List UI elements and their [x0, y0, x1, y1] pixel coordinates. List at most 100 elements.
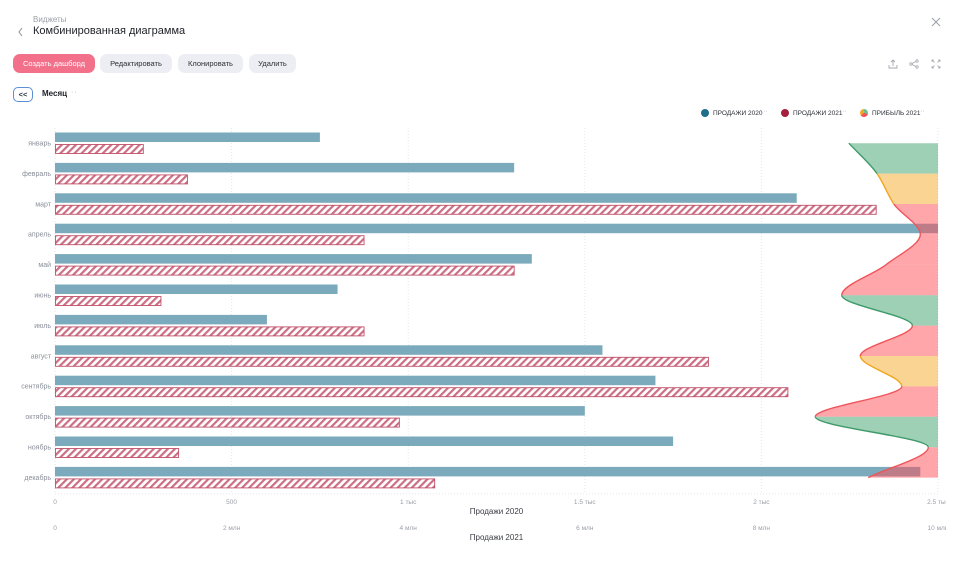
collapse-button[interactable]: << — [13, 87, 33, 102]
profit-area-segment[interactable] — [841, 264, 938, 296]
profit-area-segment[interactable] — [815, 416, 938, 448]
profit-curve-segment — [859, 325, 914, 357]
close-button[interactable] — [930, 15, 942, 27]
close-icon — [931, 17, 941, 27]
bar-sales-2020[interactable] — [55, 375, 656, 386]
category-label: сентябрь — [21, 383, 51, 391]
bar-sales-2020[interactable] — [55, 345, 603, 355]
profit-area-segment[interactable] — [860, 325, 938, 356]
bar-sales-2020[interactable] — [55, 132, 320, 143]
profit-area-segment[interactable] — [868, 447, 938, 478]
category-label: ноябрь — [28, 444, 51, 452]
axis-labels: январь февраль март апрель май июнь июль август… — [21, 141, 946, 543]
tick-label: 8 млн — [753, 525, 771, 532]
bar-sales-2021[interactable] — [55, 204, 877, 215]
bar-sales-2021[interactable] — [55, 296, 162, 306]
profit-area-segment[interactable] — [841, 295, 938, 326]
bar-sales-2020[interactable] — [55, 406, 585, 416]
share-button[interactable] — [908, 57, 920, 69]
bar-sales-2020[interactable] — [55, 162, 515, 173]
legend-label: ПРИБЫЛЬ 2021 — [872, 109, 921, 117]
back-button[interactable] — [16, 25, 26, 39]
bar-sales-2021[interactable] — [55, 144, 144, 154]
legend-more-button[interactable]: ·· — [920, 108, 925, 115]
profit-area-segment[interactable] — [815, 386, 938, 417]
legend-label: ПРОДАЖИ 2020 — [713, 109, 763, 117]
bar-sales-2021[interactable] — [55, 387, 789, 398]
category-label: февраль — [22, 171, 51, 178]
legend-dot-icon — [860, 109, 868, 117]
bar-sales-2021[interactable] — [55, 326, 365, 337]
category-label: март — [35, 201, 51, 208]
dimension-label[interactable]: Месяц — [42, 89, 68, 98]
profit-curve-segment — [867, 446, 929, 479]
category-label: август — [31, 353, 52, 360]
axis-title: Продажи 2021 — [470, 533, 524, 542]
bar-sales-2021[interactable] — [55, 478, 436, 489]
profit-curve-segment — [876, 173, 895, 205]
export-button[interactable] — [887, 57, 899, 69]
profit-curve — [814, 142, 929, 479]
legend-more-button[interactable]: ·· — [842, 108, 847, 115]
bar-sales-2021[interactable] — [55, 265, 515, 276]
bar-sales-2020[interactable] — [55, 223, 938, 234]
breadcrumb[interactable]: Виджеты — [33, 15, 67, 24]
profit-curve-segment — [841, 294, 914, 326]
create-dashboard-button[interactable]: Создать дашборд — [13, 54, 95, 73]
profit-area-segment[interactable] — [893, 204, 938, 235]
clone-button[interactable]: Клонировать — [178, 54, 243, 73]
bar-sales-2020[interactable] — [55, 193, 797, 203]
tick-label: 6 млн — [576, 525, 594, 532]
tick-label: 500 — [226, 499, 237, 506]
tick-label: 0 — [53, 525, 57, 532]
tick-label: 2.5 тыс — [927, 499, 946, 506]
legend-dot-icon — [781, 109, 789, 117]
bars — [55, 132, 938, 489]
legend-label: ПРОДАЖИ 2021 — [793, 109, 843, 117]
profit-area — [815, 143, 938, 478]
bar-sales-2021[interactable] — [55, 174, 188, 185]
profit-curve-segment — [814, 386, 903, 418]
category-label: июль — [34, 323, 51, 330]
bar-sales-2020[interactable] — [55, 284, 338, 295]
fullscreen-icon — [931, 59, 941, 69]
share-icon — [909, 59, 919, 69]
edit-button[interactable]: Редактировать — [100, 54, 172, 73]
bar-sales-2021[interactable] — [55, 235, 365, 246]
tick-label: 2 тыс — [753, 499, 770, 506]
legend-item-sales-2021[interactable]: ПРОДАЖИ 2021 — [781, 108, 842, 118]
profit-curve-segment — [885, 234, 922, 266]
profit-area-segment[interactable] — [848, 143, 938, 174]
bar-sales-2020[interactable] — [55, 436, 674, 447]
bar-sales-2021[interactable] — [55, 448, 180, 458]
profit-curve-segment — [848, 142, 878, 174]
tick-label: 2 млн — [223, 525, 241, 532]
bar-sales-2020[interactable] — [55, 254, 532, 264]
legend-more-button[interactable]: ·· — [763, 108, 768, 115]
category-label: октябрь — [25, 413, 51, 421]
grid — [54, 128, 939, 495]
category-label: июнь — [34, 293, 51, 300]
bar-sales-2021[interactable] — [55, 356, 709, 367]
delete-button[interactable]: Удалить — [249, 54, 296, 73]
tick-label: 0 — [53, 499, 57, 506]
chevron-left-icon — [18, 27, 23, 37]
category-label: декабрь — [24, 474, 51, 482]
fullscreen-button[interactable] — [930, 57, 942, 69]
category-label: апрель — [28, 232, 51, 239]
bar-sales-2020[interactable] — [55, 314, 267, 325]
profit-area-segment[interactable] — [877, 173, 938, 204]
legend-item-profit-2021[interactable]: ПРИБЫЛЬ 2021 — [860, 108, 921, 118]
dimension-more-button[interactable]: ·· — [71, 89, 78, 96]
tick-label: 10 млн — [928, 525, 946, 532]
profit-curve-segment — [893, 203, 922, 235]
export-icon — [888, 59, 898, 69]
bar-sales-2021[interactable] — [55, 417, 400, 428]
profit-area-segment[interactable] — [860, 356, 938, 387]
profit-curve-segment — [841, 264, 887, 296]
category-label: январь — [28, 141, 51, 148]
bar-sales-2020[interactable] — [55, 466, 921, 477]
profit-curve-segment — [814, 416, 929, 448]
legend-item-sales-2020[interactable]: ПРОДАЖИ 2020 — [701, 108, 762, 118]
profit-area-segment[interactable] — [885, 234, 938, 265]
